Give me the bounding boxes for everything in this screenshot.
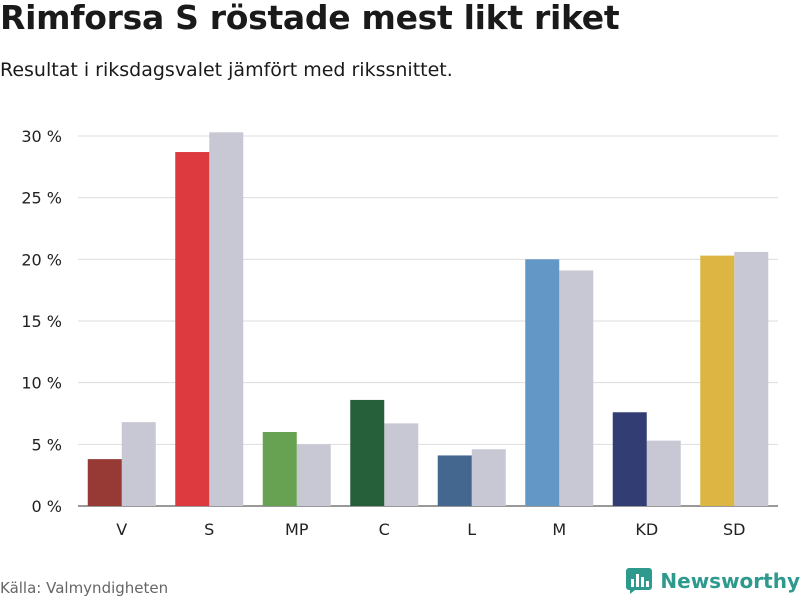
bar-local [525, 259, 560, 506]
y-tick-label: 30 % [21, 127, 62, 146]
x-tick-label: S [204, 520, 214, 539]
brand-logo: Newsworthy [626, 568, 800, 594]
bar-local [350, 399, 385, 506]
x-tick-label: M [552, 520, 566, 539]
bar-local [87, 459, 122, 506]
bar-local [612, 412, 647, 506]
y-tick-label: 20 % [21, 250, 62, 269]
x-tick-label: V [116, 520, 127, 539]
bar-national [384, 423, 419, 506]
y-tick-label: 25 % [21, 189, 62, 208]
bar-national [646, 440, 681, 506]
brand-name: Newsworthy [660, 569, 800, 593]
x-tick-label: MP [285, 520, 309, 539]
x-tick-label: KD [635, 520, 658, 539]
chart-title: Rimforsa S röstade mest likt riket [0, 0, 620, 37]
chart-subtitle: Resultat i riksdagsvalet jämfört med rik… [0, 59, 453, 81]
bar-national [471, 449, 506, 506]
bar-national [559, 270, 594, 506]
bar-chart-icon [626, 568, 653, 594]
bar-local [175, 152, 210, 507]
bar-local [437, 455, 472, 506]
y-tick-label: 5 % [32, 435, 62, 454]
bar-national [734, 251, 769, 506]
y-tick-label: 15 % [21, 312, 62, 331]
bar-national [121, 422, 156, 506]
bar-national [209, 132, 244, 507]
y-tick-label: 10 % [21, 374, 62, 393]
x-tick-label: SD [723, 520, 745, 539]
bar-local [700, 255, 735, 506]
bar-local [262, 432, 297, 506]
bar-chart: 0 % 5 % 10 % 15 % 20 % 25 % 30 % V S MP C L M KD SD [21, 127, 778, 539]
x-tick-label: C [379, 520, 390, 539]
source-note: Källa: Valmyndigheten [0, 579, 169, 597]
y-tick-label: 0 % [32, 497, 62, 516]
x-tick-label: L [467, 520, 476, 539]
bar-national [296, 444, 331, 506]
